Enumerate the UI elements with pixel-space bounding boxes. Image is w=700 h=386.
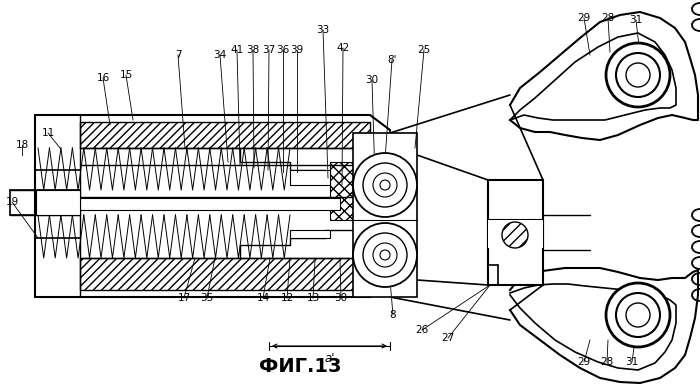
Text: 34: 34 [214, 50, 227, 60]
Circle shape [606, 283, 670, 347]
Circle shape [502, 222, 528, 248]
Circle shape [373, 173, 397, 197]
Circle shape [353, 153, 417, 217]
Text: 7: 7 [175, 50, 181, 60]
Text: 39: 39 [290, 45, 304, 55]
Text: 31: 31 [625, 357, 638, 367]
Text: 17: 17 [177, 293, 190, 303]
Text: 11: 11 [41, 128, 55, 138]
Text: 25: 25 [417, 45, 430, 55]
Bar [330, 162, 360, 220]
Circle shape [616, 53, 660, 97]
Text: 8: 8 [390, 310, 396, 320]
Text: 33: 33 [316, 25, 330, 35]
Bar [80, 148, 370, 258]
Bar [355, 210, 370, 228]
Text: 41: 41 [230, 45, 244, 55]
Text: 27: 27 [442, 333, 454, 343]
Text: 8': 8' [387, 55, 397, 65]
Text: ФИГ.13: ФИГ.13 [259, 357, 342, 376]
Text: 37: 37 [262, 45, 276, 55]
Text: 38: 38 [246, 45, 260, 55]
Text: 12: 12 [281, 293, 293, 303]
Bar [488, 220, 543, 248]
Text: 28: 28 [601, 357, 614, 367]
Text: 36: 36 [276, 45, 290, 55]
Circle shape [380, 180, 390, 190]
Bar [353, 133, 417, 297]
Text: 18: 18 [15, 140, 29, 150]
Circle shape [626, 303, 650, 327]
Text: 31: 31 [629, 15, 643, 25]
Bar [80, 122, 370, 148]
Text: 29: 29 [578, 357, 591, 367]
Text: 14: 14 [256, 293, 270, 303]
Text: 13: 13 [307, 293, 320, 303]
Text: 15: 15 [120, 70, 132, 80]
Bar [36, 190, 80, 215]
Text: 30: 30 [335, 293, 348, 303]
Circle shape [380, 250, 390, 260]
Bar [355, 198, 370, 210]
Bar [80, 258, 370, 290]
Bar [290, 170, 330, 185]
Bar [80, 198, 340, 210]
Bar [290, 230, 330, 238]
Text: a': a' [324, 352, 335, 364]
Text: 42: 42 [337, 43, 349, 53]
Bar [488, 180, 543, 285]
Text: 28: 28 [601, 13, 615, 23]
Text: 19: 19 [6, 197, 19, 207]
Circle shape [363, 233, 407, 277]
Circle shape [616, 293, 660, 337]
Text: 35: 35 [200, 293, 214, 303]
Circle shape [626, 63, 650, 87]
Text: 30: 30 [365, 75, 379, 85]
Circle shape [373, 243, 397, 267]
Text: 26: 26 [415, 325, 428, 335]
Text: 16: 16 [97, 73, 110, 83]
Circle shape [363, 163, 407, 207]
Bar [80, 165, 340, 197]
Circle shape [606, 43, 670, 107]
Circle shape [353, 223, 417, 287]
Text: 29: 29 [578, 13, 591, 23]
